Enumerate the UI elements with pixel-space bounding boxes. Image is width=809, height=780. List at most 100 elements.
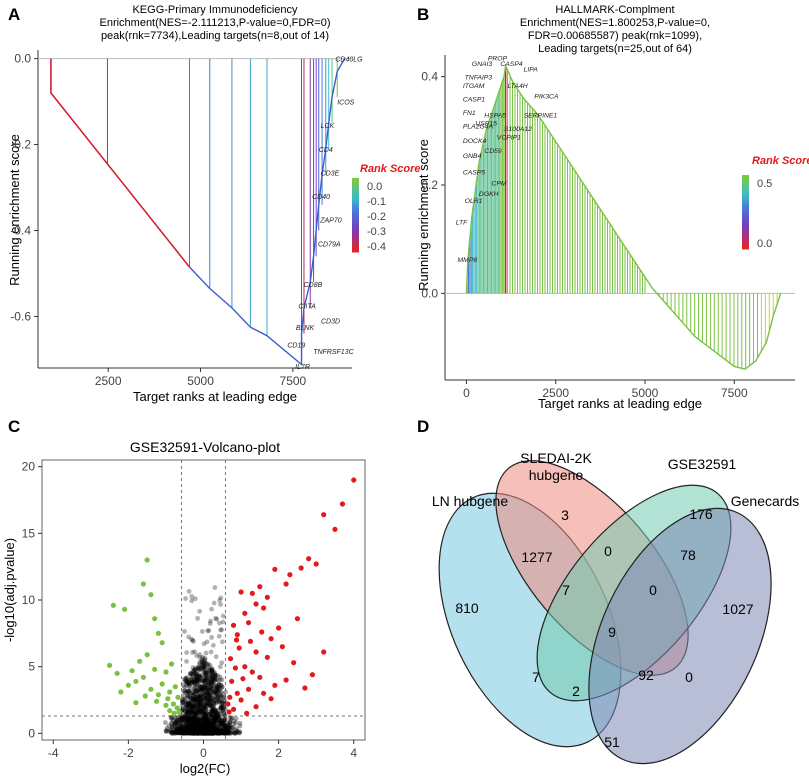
c-point-ns bbox=[206, 720, 211, 725]
b-legend-gradient-step bbox=[742, 190, 749, 194]
c-point-ns bbox=[214, 687, 220, 693]
c-point-ns bbox=[213, 691, 219, 697]
c-point-ns bbox=[167, 728, 172, 733]
c-point-ns bbox=[215, 713, 221, 719]
c-point-ns bbox=[186, 693, 192, 699]
c-point-ns bbox=[187, 722, 193, 728]
c-point-ns bbox=[193, 729, 199, 735]
c-point-ns bbox=[195, 703, 200, 708]
a-legend-gradient-step bbox=[352, 184, 359, 188]
c-point-ns bbox=[193, 729, 199, 735]
c-point-ns bbox=[169, 729, 174, 735]
c-point-ns bbox=[226, 726, 232, 732]
a-curve-start-segment bbox=[50, 58, 191, 268]
c-point-ns bbox=[206, 728, 211, 734]
c-point-ns bbox=[200, 711, 206, 717]
c-point-ns bbox=[208, 712, 214, 718]
c-point-ns bbox=[201, 730, 207, 736]
c-point-up bbox=[302, 685, 308, 691]
c-point-ns bbox=[206, 702, 212, 708]
c-point-ns bbox=[191, 722, 197, 728]
c-point-ns bbox=[212, 670, 217, 676]
c-point-ns bbox=[178, 720, 184, 726]
c-point-ns bbox=[215, 693, 221, 699]
c-point-ns-high bbox=[189, 598, 195, 604]
c-point-ns bbox=[191, 698, 197, 703]
a-gene-label: CD40 bbox=[312, 194, 330, 201]
c-point-ns bbox=[185, 713, 191, 718]
c-point-ns bbox=[190, 723, 195, 729]
c-point-down bbox=[133, 700, 139, 706]
c-point-ns bbox=[210, 696, 216, 701]
c-point-ns bbox=[226, 723, 232, 728]
c-point-ns bbox=[182, 713, 187, 719]
c-point-ns bbox=[191, 716, 196, 722]
c-point-ns bbox=[215, 730, 221, 736]
c-point-ns bbox=[195, 703, 201, 709]
c-point-ns bbox=[203, 714, 209, 720]
c-point-ns-high bbox=[203, 650, 209, 656]
c-point-ns bbox=[178, 729, 184, 735]
c-point-ns bbox=[191, 720, 197, 726]
c-point-ns bbox=[202, 720, 208, 726]
c-point-ns bbox=[183, 720, 188, 726]
c-point-ns bbox=[212, 678, 217, 684]
c-point-ns bbox=[214, 711, 220, 716]
c-point-ns bbox=[200, 723, 206, 728]
c-point-ns bbox=[184, 677, 190, 682]
c-point-ns bbox=[205, 730, 211, 736]
c-point-ns bbox=[190, 729, 196, 735]
c-point-ns bbox=[211, 683, 217, 688]
c-point-ns bbox=[195, 730, 201, 736]
c-point-ns bbox=[209, 717, 215, 723]
venn-count-sledai-gse-gc: 0 bbox=[649, 582, 657, 598]
c-point-ns bbox=[204, 673, 210, 678]
c-point-ns bbox=[211, 676, 216, 682]
c-point-ns bbox=[193, 729, 199, 735]
c-point-ns bbox=[191, 691, 197, 697]
venn-count-ln-sledai-gse: 7 bbox=[562, 582, 570, 598]
c-point-ns bbox=[212, 719, 218, 725]
c-point-ns bbox=[213, 685, 219, 691]
c-point-ns bbox=[174, 718, 180, 723]
c-point-down bbox=[144, 652, 150, 658]
c-point-ns bbox=[185, 693, 191, 699]
c-point-up bbox=[227, 656, 234, 662]
c-point-ns bbox=[190, 727, 196, 733]
c-point-ns bbox=[195, 707, 201, 713]
c-point-ns bbox=[185, 716, 191, 722]
c-point-ns bbox=[201, 730, 207, 736]
c-point-ns bbox=[193, 699, 198, 705]
c-point-ns bbox=[205, 723, 211, 729]
c-point-ns bbox=[193, 730, 199, 736]
c-point-ns bbox=[199, 663, 204, 669]
c-point-ns bbox=[209, 709, 215, 715]
c-point-ns bbox=[215, 730, 221, 736]
b-gene-label: PIK3CA bbox=[534, 94, 559, 101]
c-point-ns bbox=[213, 716, 219, 722]
c-point-ns bbox=[207, 677, 213, 683]
c-point-ns bbox=[189, 681, 195, 687]
c-point-ns bbox=[210, 730, 216, 736]
c-point-ns bbox=[195, 677, 201, 682]
c-point-ns bbox=[179, 715, 184, 721]
c-point-ns bbox=[178, 730, 183, 736]
c-point-ns bbox=[202, 692, 207, 698]
c-point-ns bbox=[219, 729, 225, 735]
c-point-ns bbox=[169, 724, 175, 729]
c-point-ns bbox=[215, 724, 220, 730]
c-point-ns-high bbox=[204, 639, 210, 645]
c-point-ns bbox=[196, 666, 202, 672]
c-point-ns bbox=[190, 679, 195, 685]
c-point-ns bbox=[192, 677, 198, 683]
c-point-ns bbox=[193, 710, 199, 716]
c-point-ns bbox=[205, 722, 210, 728]
c-point-up bbox=[272, 682, 278, 688]
c-point-ns bbox=[203, 730, 209, 736]
c-point-ns bbox=[203, 719, 209, 725]
c-point-ns bbox=[194, 717, 200, 723]
c-point-ns bbox=[175, 730, 181, 736]
c-point-ns bbox=[182, 677, 188, 683]
c-point-ns bbox=[219, 705, 225, 711]
c-point-ns bbox=[208, 711, 214, 717]
